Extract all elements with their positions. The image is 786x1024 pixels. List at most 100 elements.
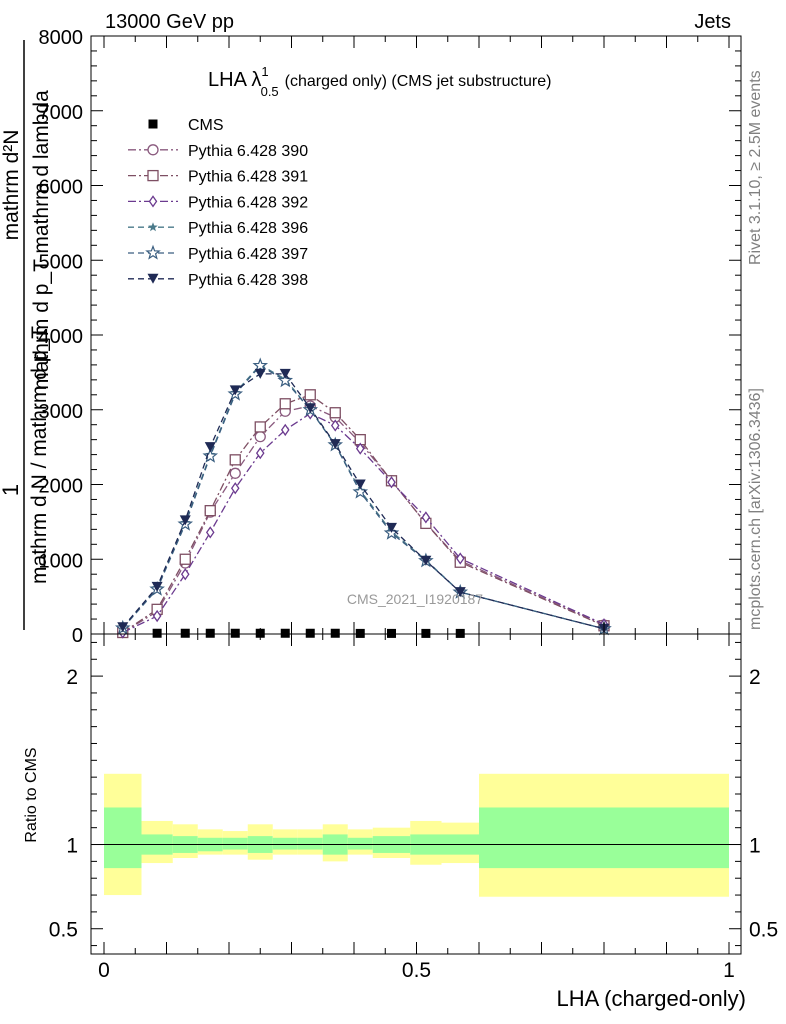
y-tick-label: 2000	[39, 476, 84, 498]
ratio-band-green	[297, 837, 323, 850]
ratio-tick-label: 2	[66, 666, 78, 689]
legend-entry: Pythia 6.428 392	[128, 194, 308, 211]
data-point	[279, 398, 291, 410]
legend-label: Pythia 6.428 391	[188, 169, 308, 186]
chart-title-rest: (charged only) (CMS jet substructure)	[285, 73, 552, 90]
ratio-bands	[104, 773, 729, 897]
x-tick-label: 0.5	[402, 959, 431, 982]
data-point	[280, 628, 290, 638]
ratio-band-green	[347, 837, 373, 850]
data-point	[205, 526, 215, 539]
legend-marker	[148, 222, 158, 232]
legend-marker	[147, 273, 159, 284]
y-axis-label-num: mathrm d²N	[0, 130, 23, 241]
legend-label: Pythia 6.428 392	[188, 194, 308, 211]
data-point	[117, 622, 129, 633]
x-tick-label: 0	[98, 959, 110, 982]
data-point	[152, 609, 162, 623]
y-tick-label: 0	[72, 625, 83, 647]
ratio-tick-label-right: 0.5	[749, 919, 778, 942]
data-point	[387, 628, 396, 638]
data-point	[252, 357, 269, 373]
legend-entry: Pythia 6.428 398	[128, 272, 308, 289]
data-point	[387, 476, 396, 489]
data-point	[386, 522, 397, 533]
data-point	[179, 515, 191, 526]
legend: CMS Pythia 6.428 390 Pythia 6.428 391 Pythi…	[128, 117, 308, 289]
series-line	[122, 412, 605, 634]
y-axis-label-den: mathrm d p_T mathrm d lambda	[30, 90, 53, 390]
data-point	[305, 628, 315, 638]
legend-entry: Pythia 6.428 396	[128, 220, 308, 237]
y-tick-label: 6000	[39, 177, 84, 199]
y-tick-label: 3000	[39, 401, 84, 423]
legend-label: CMS	[188, 117, 224, 134]
ratio-tick-label: 0.5	[49, 919, 78, 942]
data-point	[354, 479, 366, 490]
legend-marker	[147, 144, 159, 156]
data-point	[420, 555, 432, 566]
chart-title-main: LHA λ	[208, 69, 261, 91]
data-point	[205, 628, 215, 638]
series-line	[122, 364, 605, 630]
legend-entry: CMS	[148, 117, 224, 134]
data-point	[421, 628, 431, 638]
ratio-tick-label-right: 2	[749, 666, 761, 689]
legend-label: Pythia 6.428 397	[188, 246, 308, 263]
data-point	[455, 628, 465, 638]
ratio-tick-label-right: 1	[749, 835, 761, 858]
side-label-top: Rivet 3.1.10, ≥ 2.5M events	[747, 70, 764, 265]
x-tick-label: 1	[723, 959, 735, 982]
series-line	[122, 405, 605, 634]
header-right: Jets	[694, 11, 731, 33]
data-point	[204, 505, 216, 517]
ratio-band-green	[222, 837, 248, 850]
data-point	[255, 446, 265, 460]
data-point	[329, 407, 341, 419]
data-point	[230, 482, 240, 495]
data-point	[179, 553, 191, 565]
data-point	[229, 454, 241, 466]
data-point	[329, 439, 341, 450]
ratio-band-green	[272, 837, 298, 850]
data-point	[421, 511, 431, 524]
y-tick-label: 5000	[39, 251, 84, 273]
data-point	[229, 385, 241, 396]
y-axis-label-den2: mathrm d N / mathrm d p_T	[28, 326, 51, 584]
chart-title: LHA λ1 0.5 (charged only) (CMS jet substru…	[208, 64, 551, 99]
data-point	[454, 587, 466, 598]
ratio-tick-label: 1	[66, 835, 78, 858]
data-point	[152, 628, 162, 638]
ratio-band-green	[479, 807, 729, 869]
ticks-layer	[91, 35, 741, 954]
data-point	[455, 552, 465, 565]
legend-entry: Pythia 6.428 397	[128, 244, 308, 263]
data-point	[330, 628, 340, 638]
legend-marker	[147, 169, 159, 182]
data-point	[254, 431, 266, 443]
data-point	[330, 419, 340, 432]
y-tick-label: 4000	[39, 326, 84, 348]
y-axis-label-prefix: 1	[0, 484, 23, 496]
series-layer	[114, 357, 612, 639]
data-point	[180, 628, 190, 638]
legend-label: Pythia 6.428 396	[188, 220, 308, 237]
data-point	[304, 403, 316, 414]
series-line	[122, 373, 605, 630]
data-point	[229, 467, 241, 479]
chart-title-sub: 0.5	[261, 84, 279, 99]
data-point	[304, 389, 316, 401]
legend-marker	[148, 119, 158, 129]
data-point	[180, 568, 190, 581]
data-point	[151, 581, 163, 592]
legend-marker	[145, 244, 161, 260]
data-point	[254, 421, 266, 433]
ratio-band-green	[104, 807, 142, 869]
data-point	[202, 447, 219, 463]
x-axis-label: LHA (charged-only)	[556, 986, 746, 1011]
series-line	[122, 364, 605, 630]
y-tick-label: 1000	[39, 550, 84, 572]
watermark: CMS_2021_I1920187	[347, 591, 483, 607]
header-left: 13000 GeV pp	[105, 11, 234, 33]
